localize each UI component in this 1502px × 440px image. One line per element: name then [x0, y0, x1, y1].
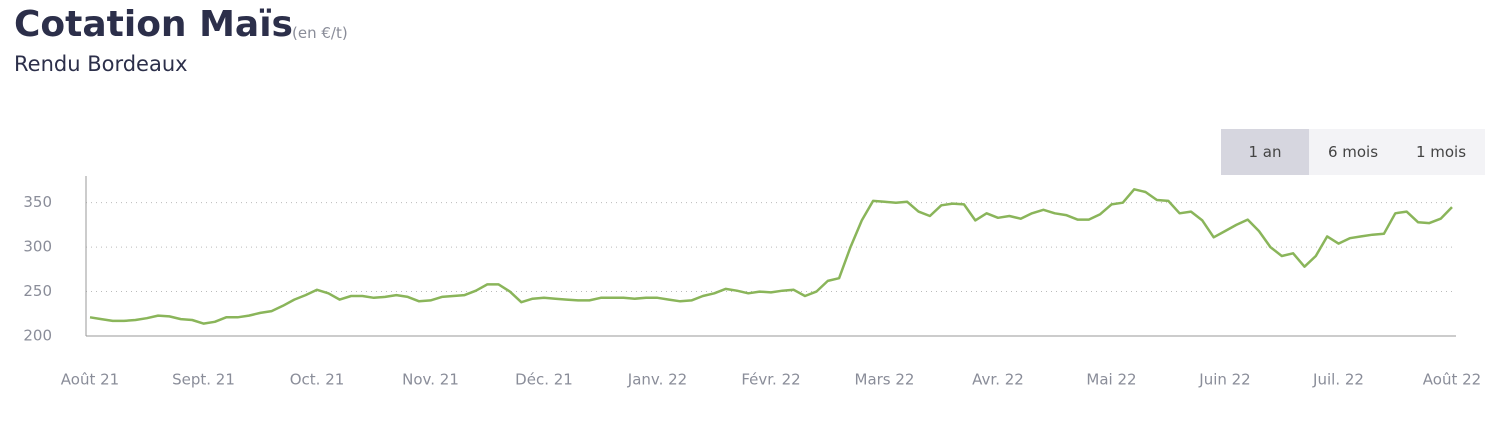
y-tick-label: 200 [23, 327, 52, 345]
y-tick-label: 300 [23, 238, 52, 256]
range-buttons: 1 an 6 mois 1 mois [1221, 129, 1485, 175]
price-line [89, 188, 1453, 325]
x-tick-label: Nov. 21 [402, 371, 459, 389]
x-tick-label: Sept. 21 [172, 371, 235, 389]
x-tick-label: Janv. 22 [627, 371, 687, 389]
x-tick-label: Avr. 22 [972, 371, 1024, 389]
x-tick-label: Août 22 [1423, 371, 1481, 389]
x-tick-label: Févr. 22 [741, 371, 800, 389]
x-tick-label: Juil. 22 [1312, 371, 1364, 389]
title: Cotation Maïs [14, 4, 293, 45]
unit: (en €/t) [292, 24, 348, 42]
x-tick-label: Déc. 21 [515, 371, 573, 389]
x-tick-label: Juin 22 [1198, 371, 1250, 389]
range-button[interactable]: 1 an [1221, 129, 1309, 175]
y-tick-label: 350 [23, 193, 52, 211]
x-tick-label: Oct. 21 [290, 371, 345, 389]
x-tick-label: Août 21 [61, 371, 119, 389]
x-tick-label: Mars 22 [855, 371, 915, 389]
subtitle: Rendu Bordeaux [14, 52, 188, 76]
y-tick-label: 250 [23, 282, 52, 300]
range-button[interactable]: 6 mois [1309, 129, 1397, 175]
x-tick-label: Mai 22 [1086, 371, 1136, 389]
range-button[interactable]: 1 mois [1397, 129, 1485, 175]
